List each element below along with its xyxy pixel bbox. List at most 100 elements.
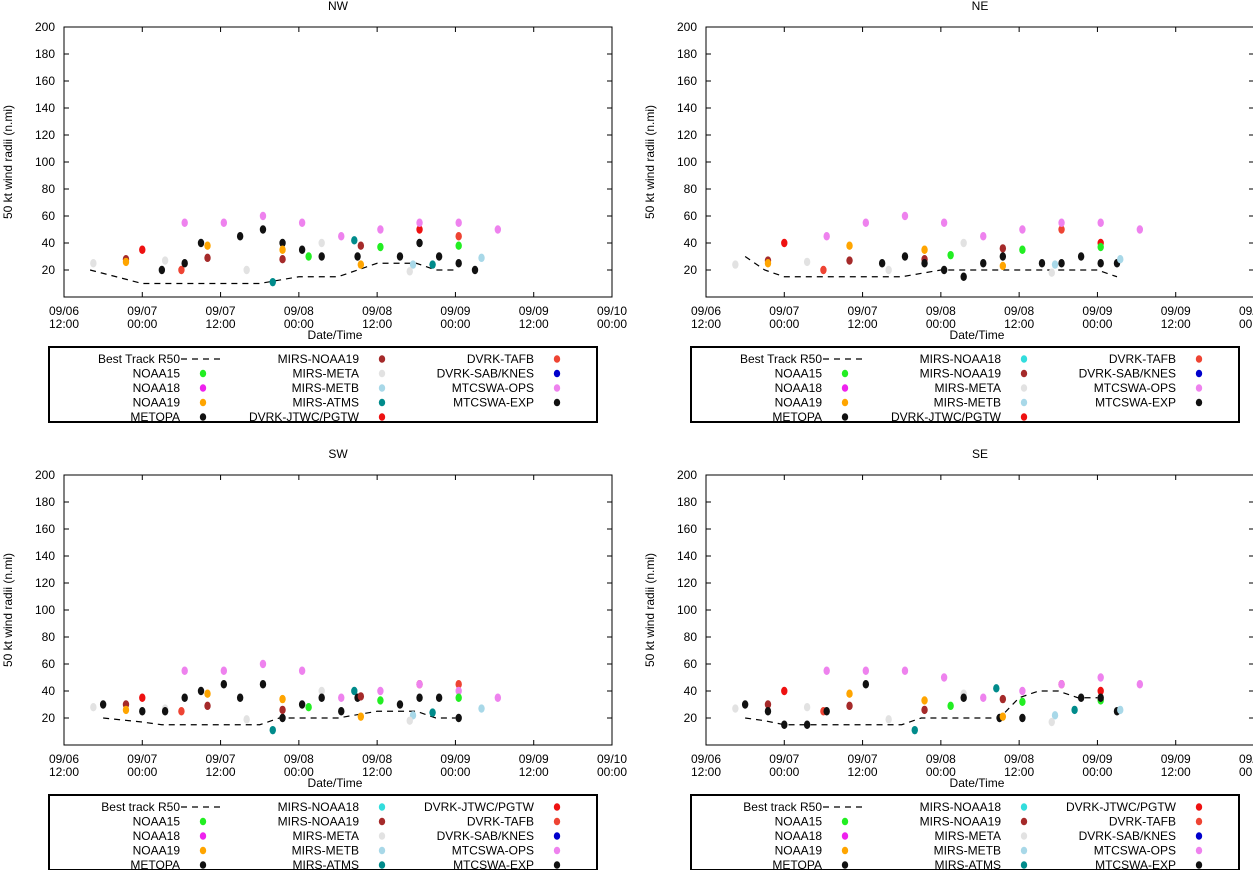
x-tick-label-date: 09/08 [1004, 752, 1034, 766]
y-tick-label: 160 [35, 74, 55, 88]
legend-dot-symbol [1195, 803, 1203, 811]
y-axis-label: 50 kt wind radii (n.mi) [1, 105, 15, 219]
data-point-mirs-metb [409, 260, 417, 269]
data-point-mtcswa-ops [940, 218, 948, 227]
data-point-noaa15 [1019, 245, 1026, 254]
legend-label: DVRK-JTWC/PGTW [891, 410, 1002, 424]
data-point-mtcswa-ops [338, 232, 345, 241]
data-point-mtcswa-ops [940, 673, 948, 682]
x-tick-label-time: 00:00 [284, 765, 314, 779]
data-point-mirs-noaa19 [279, 255, 286, 264]
x-tick-label-time: 00:00 [926, 317, 956, 331]
data-point-noaa15 [455, 693, 462, 702]
legend-label: MIRS-METB [934, 396, 1001, 410]
y-tick-label: 100 [677, 603, 697, 617]
y-tick-label: 120 [677, 128, 697, 142]
legend-dot-symbol [1195, 861, 1203, 869]
data-point-mtcswa-ops [377, 225, 384, 234]
legend-dot-symbol [553, 398, 561, 407]
y-tick-label: 20 [684, 263, 698, 277]
plot-frame [705, 474, 1253, 746]
data-point-mirs-meta [960, 238, 967, 248]
legend-dot-symbol [553, 369, 561, 378]
x-tick-label-time: 12:00 [691, 765, 721, 779]
data-point-mtcswa-ops [862, 218, 870, 227]
data-point-mirs-meta [243, 265, 250, 275]
data-point-mirs-atms [269, 277, 276, 287]
legend-dot-symbol [378, 384, 386, 392]
data-point-metopa [803, 720, 811, 729]
legend-label: NOAA18 [775, 381, 823, 395]
chart-title: SE [972, 447, 988, 461]
plot-frame [705, 26, 1253, 298]
y-tick-label: 200 [35, 20, 55, 34]
data-point-mtcswa-exp [259, 225, 267, 234]
x-tick-label-date: 09/09 [1161, 304, 1191, 318]
data-point-dvrk-tafb [455, 232, 462, 241]
data-point-mirs-meta [885, 715, 892, 724]
legend-label: MIRS-ATMS [935, 858, 1001, 870]
x-tick-label-time: 00:00 [769, 317, 799, 331]
legend-dot-symbol [1195, 832, 1203, 840]
data-point-mirs-noaa19 [764, 700, 772, 709]
legend-box [48, 794, 598, 870]
data-point-noaa19 [204, 689, 211, 698]
data-point-metopa [980, 259, 987, 268]
x-tick-label-date: 09/07 [127, 752, 157, 766]
legend-dot-symbol [553, 861, 561, 869]
plot-frame [63, 26, 613, 298]
data-point-metopa [823, 707, 830, 716]
data-point-metopa [181, 693, 188, 702]
legend-label: DVRK-JTWC/PGTW [249, 410, 360, 424]
data-point-noaa19 [279, 694, 286, 704]
legend-label: MIRS-NOAA18 [920, 800, 1002, 814]
x-tick-label-date: 09/08 [926, 752, 956, 766]
legend-dot-symbol [1195, 369, 1203, 378]
data-point-mirs-metb [1051, 260, 1059, 269]
y-tick-label: 40 [684, 684, 698, 698]
x-tick-label-time: 00:00 [127, 765, 157, 779]
legend-label: MIRS-ATMS [293, 396, 359, 410]
data-point-metopa [764, 707, 772, 716]
chart-panel-sw: SW2001801601401201008060402009/0612:0009… [1, 447, 627, 870]
legend-dot-symbol [378, 398, 386, 407]
data-point-metopa [318, 252, 325, 261]
data-point-metopa [338, 707, 345, 716]
data-point-mtcswa-ops [298, 218, 306, 227]
legend-dot-symbol [199, 369, 207, 378]
y-tick-label: 20 [42, 711, 56, 725]
data-point-noaa19 [357, 712, 365, 721]
legend-label: MIRS-METB [292, 844, 359, 858]
y-tick-label: 80 [684, 182, 698, 196]
data-point-noaa19 [846, 689, 853, 698]
data-point-mtcswa-ops [298, 666, 306, 675]
data-point-noaa19 [122, 257, 130, 267]
y-tick-label: 200 [677, 20, 697, 34]
legend-dot-symbol [199, 817, 207, 826]
legend-label: MIRS-META [293, 829, 359, 843]
data-point-metopa [455, 259, 462, 268]
data-point-metopa [279, 713, 286, 723]
data-point-mtcswa-ops [1097, 673, 1104, 682]
legend-label: DVRK-TAFB [1109, 352, 1176, 366]
x-tick-label-date: 09/08 [284, 304, 314, 318]
data-point-mtcswa-ops [901, 666, 909, 675]
data-point-mirs-noaa19 [846, 701, 853, 711]
data-point-mirs-metb [478, 704, 485, 713]
legend-dot-symbol [1020, 861, 1028, 869]
data-point-mirs-noaa19 [846, 256, 853, 265]
y-tick-label: 100 [35, 603, 55, 617]
x-axis-label: Date/Time [950, 776, 1005, 790]
data-point-dvrk-jtwc-pgtw [139, 245, 146, 254]
y-tick-label: 140 [35, 101, 55, 115]
legend-label: METOPA [130, 858, 180, 870]
data-point-mirs-meta [90, 703, 97, 712]
x-tick-label-date: 09/08 [284, 752, 314, 766]
data-point-metopa [862, 680, 870, 689]
legend-dot-symbol [553, 817, 561, 826]
y-tick-label: 60 [42, 657, 56, 671]
chart-panel-ne: NE2001801601401201008060402009/0612:0009… [643, 0, 1253, 424]
data-point-metopa [1019, 713, 1026, 723]
data-point-mirs-meta [885, 265, 892, 275]
data-point-metopa [1038, 259, 1046, 268]
